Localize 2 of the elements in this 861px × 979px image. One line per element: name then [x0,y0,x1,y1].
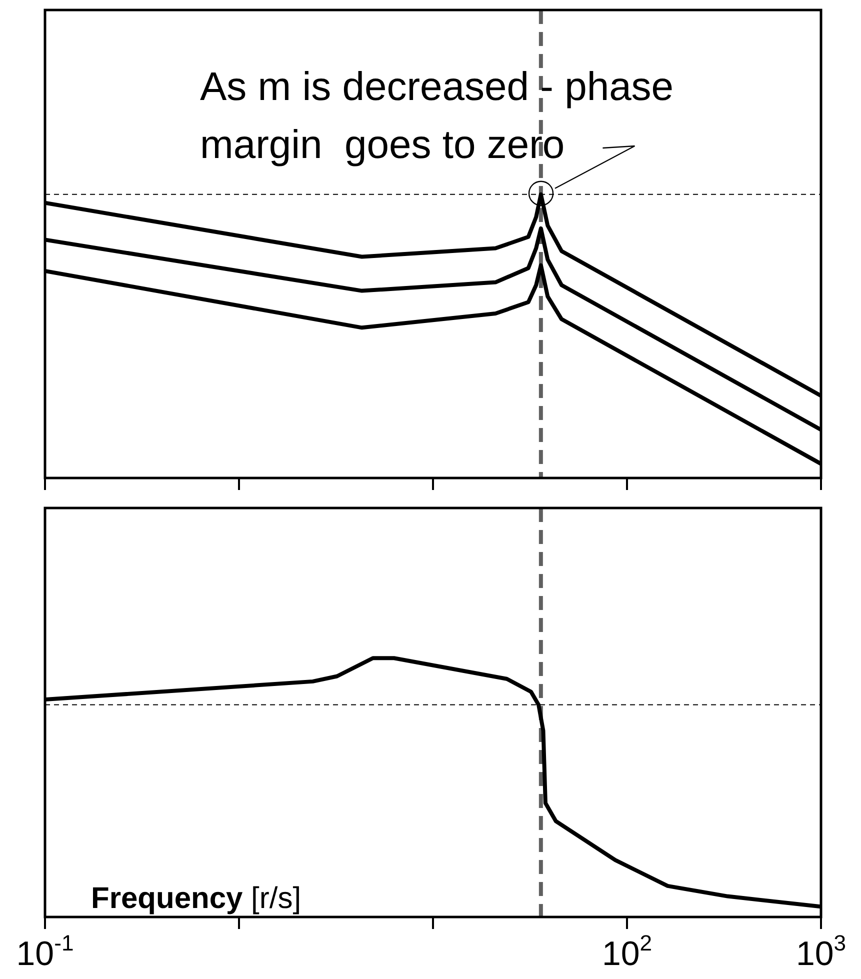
x-axis-title: Frequency [r/s] [91,882,302,915]
annotation: As m is decreased - phase margin goes to zero [200,65,674,167]
